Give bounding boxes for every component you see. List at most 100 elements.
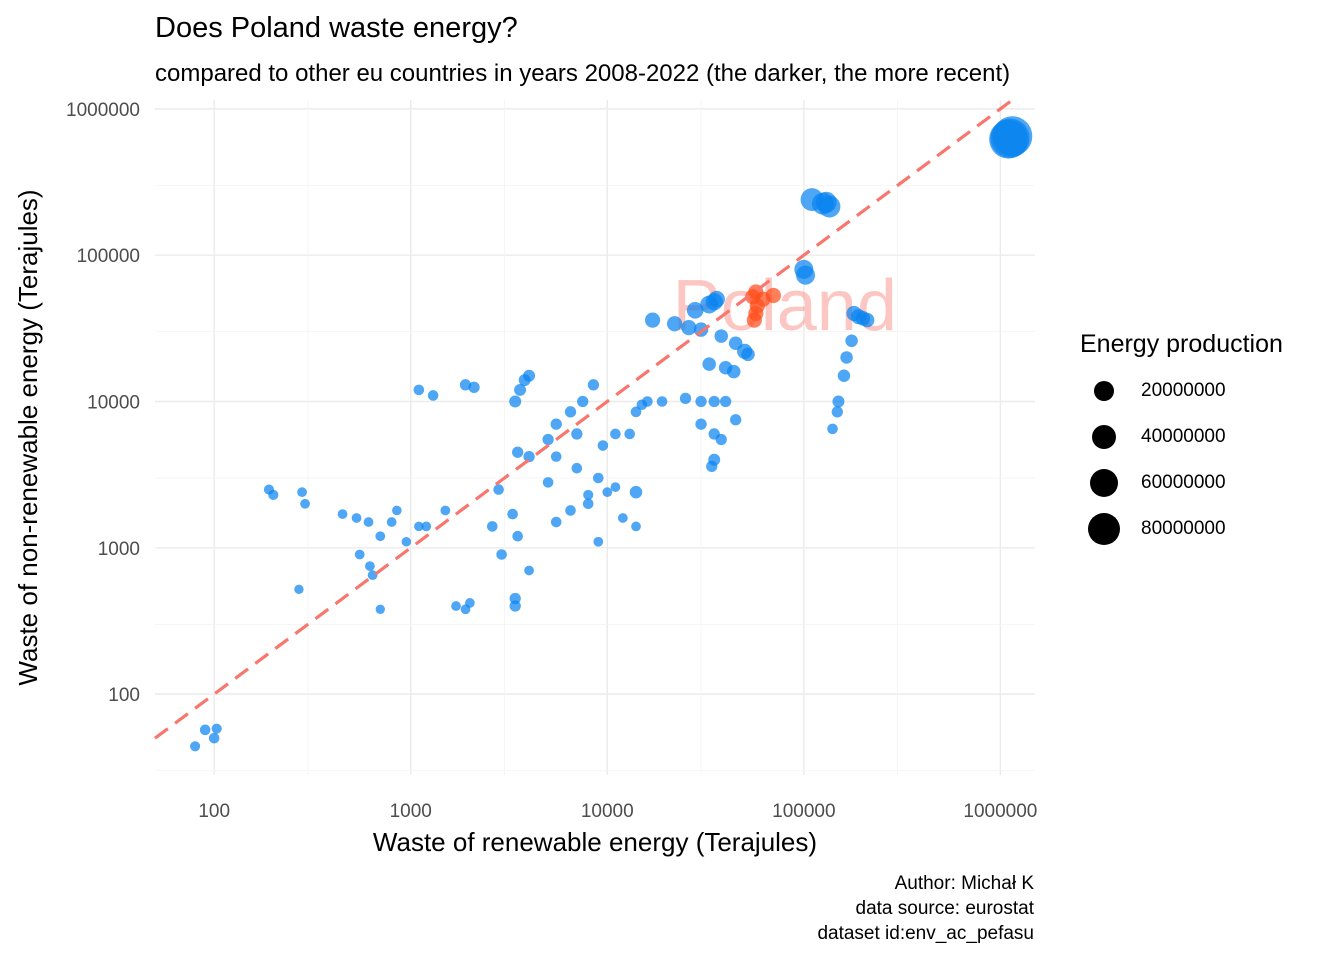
data-point	[268, 489, 279, 500]
legend-size-dot	[1092, 425, 1116, 449]
data-point	[440, 505, 451, 516]
caption: Author: Michał K data source: eurostat d…	[817, 871, 1034, 946]
legend-item: 60000000	[1080, 469, 1283, 519]
data-point	[427, 390, 439, 401]
data-point	[512, 530, 523, 542]
data-point	[571, 462, 583, 474]
data-point	[523, 450, 535, 463]
reference-line-y-equals-x	[154, 98, 1014, 740]
data-point	[719, 395, 732, 408]
data-point	[199, 724, 211, 736]
data-point	[512, 446, 524, 458]
legend-item: 40000000	[1080, 425, 1283, 473]
data-point	[708, 290, 725, 308]
data-point	[401, 536, 412, 547]
data-point	[337, 509, 348, 519]
data-point	[514, 383, 527, 396]
data-point	[592, 472, 604, 484]
data-point	[837, 369, 851, 382]
data-point	[714, 329, 728, 343]
data-point	[706, 460, 718, 473]
data-point	[354, 549, 365, 560]
data-point	[695, 418, 707, 430]
data-point	[392, 505, 402, 516]
data-point	[211, 723, 222, 734]
data-point	[351, 513, 362, 523]
data-point	[644, 312, 661, 328]
y-tick-label: 100	[108, 685, 140, 706]
grid-lines	[155, 100, 1035, 775]
data-point	[715, 433, 727, 446]
legend-label: 40000000	[1141, 426, 1226, 447]
legend-items: 20000000 40000000 60000000 80000000	[1080, 380, 1283, 565]
legend-label: 20000000	[1141, 380, 1226, 401]
y-tick-label: 1000000	[66, 100, 140, 121]
axis-ticks: 100 1000 10000 100000 1000000 100 1000 10000 100…	[66, 100, 1037, 822]
x-tick-label: 100	[198, 801, 230, 822]
legend-size-dot	[1088, 513, 1120, 545]
x-tick-label: 100000	[772, 801, 835, 822]
data-point	[571, 428, 583, 440]
data-point	[610, 428, 621, 440]
data-point	[496, 549, 507, 560]
data-point	[465, 598, 475, 608]
y-tick-label: 100000	[77, 246, 140, 267]
data-point	[610, 482, 621, 492]
data-point	[859, 312, 875, 328]
data-point	[796, 265, 816, 285]
data-point	[413, 384, 425, 396]
data-point	[550, 451, 562, 462]
data-point	[523, 369, 536, 382]
legend-size-dot	[1094, 381, 1114, 401]
data-point	[468, 381, 480, 393]
data-point	[564, 406, 577, 418]
data-point	[597, 440, 609, 451]
data-point	[297, 487, 307, 498]
x-axis-label: Waste of renewable energy (Terajules)	[373, 827, 817, 857]
data-point	[642, 396, 653, 407]
data-point	[702, 357, 716, 371]
data-point	[630, 406, 642, 418]
data-point	[375, 531, 386, 542]
legend-size-dot	[1090, 469, 1118, 497]
data-point	[631, 521, 641, 532]
y-tick-label: 1000	[98, 539, 140, 560]
caption-dataset: dataset id:env_ac_pefasu	[817, 923, 1034, 944]
data-point	[708, 395, 720, 408]
x-tick-label: 1000	[390, 801, 432, 822]
data-point	[459, 379, 472, 391]
poland-data-point	[765, 287, 781, 304]
data-point	[486, 521, 498, 532]
data-point	[831, 406, 843, 418]
data-point	[550, 516, 562, 528]
data-point	[208, 732, 220, 744]
data-point	[741, 347, 755, 362]
data-point	[629, 485, 643, 499]
data-point	[666, 316, 683, 332]
data-point	[509, 395, 522, 408]
caption-author: Author: Michał K	[894, 873, 1034, 894]
data-point	[845, 334, 858, 348]
x-tick-label: 10000	[581, 801, 634, 822]
data-point	[989, 119, 1028, 159]
data-point	[681, 319, 697, 336]
data-point	[840, 351, 853, 364]
data-point	[656, 396, 668, 407]
data-point	[587, 379, 600, 391]
legend-item: 80000000	[1080, 513, 1283, 565]
data-point	[542, 477, 554, 488]
data-point	[577, 395, 589, 408]
data-points	[190, 116, 1033, 752]
data-point	[726, 364, 741, 379]
data-point	[375, 604, 385, 614]
data-point	[686, 302, 704, 319]
data-point	[593, 536, 604, 547]
data-point	[679, 392, 692, 405]
data-point	[542, 433, 554, 446]
data-point	[363, 517, 374, 527]
data-point	[365, 561, 375, 571]
data-point	[414, 521, 424, 532]
data-point	[832, 395, 845, 408]
data-point	[509, 600, 521, 612]
